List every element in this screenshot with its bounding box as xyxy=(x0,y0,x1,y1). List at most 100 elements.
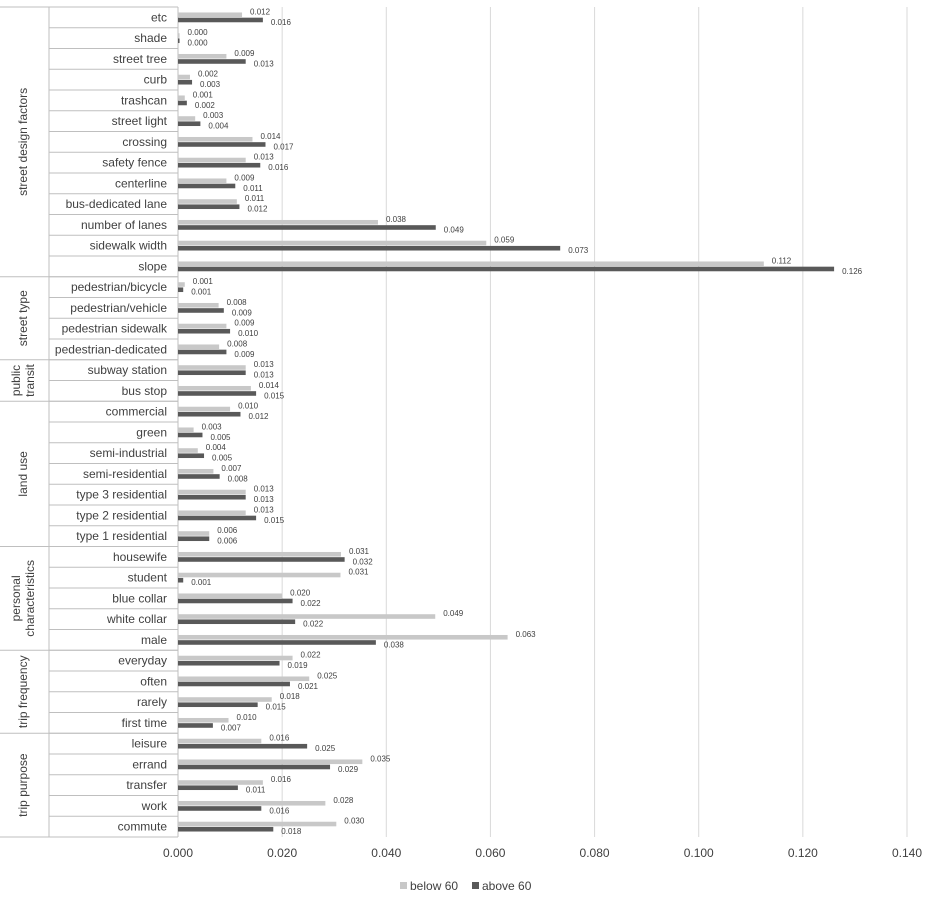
x-tick-label: 0.000 xyxy=(163,846,193,860)
category-label: type 3 residential xyxy=(76,488,167,502)
bar-above-60 xyxy=(178,287,184,293)
bar-above-60 xyxy=(178,204,240,210)
x-tick-label: 0.020 xyxy=(267,846,297,860)
data-label: 0.063 xyxy=(516,630,537,639)
bar-below-60 xyxy=(178,365,246,370)
data-label: 0.001 xyxy=(191,288,212,297)
bar-below-60 xyxy=(178,821,337,827)
data-label: 0.009 xyxy=(232,308,253,317)
data-label: 0.001 xyxy=(193,90,214,99)
data-label: 0.014 xyxy=(259,381,280,390)
bar-below-60 xyxy=(178,157,246,163)
bar-below-60 xyxy=(178,261,764,267)
data-label: 0.000 xyxy=(188,28,209,37)
bar-above-60 xyxy=(178,17,263,23)
data-label: 0.020 xyxy=(290,588,311,597)
bar-above-60 xyxy=(178,308,224,313)
legend-swatch xyxy=(472,882,479,889)
bar-below-60 xyxy=(178,406,231,412)
data-label: 0.010 xyxy=(237,713,258,722)
data-label: 0.035 xyxy=(370,754,391,763)
bar-above-60 xyxy=(178,536,210,542)
data-label: 0.002 xyxy=(195,101,216,110)
category-label: safety fence xyxy=(102,156,167,170)
data-label: 0.008 xyxy=(227,298,248,307)
bar-above-60 xyxy=(178,515,257,521)
x-tick-label: 0.060 xyxy=(475,846,505,860)
category-label: commercial xyxy=(106,405,167,419)
bar-above-60 xyxy=(178,142,266,147)
data-label: 0.013 xyxy=(254,485,275,494)
bar-above-60 xyxy=(178,806,262,811)
data-label: 0.112 xyxy=(772,256,792,265)
bar-below-60 xyxy=(178,780,263,785)
data-label: 0.006 xyxy=(217,526,238,535)
bar-below-60 xyxy=(178,427,194,433)
data-label: 0.022 xyxy=(301,599,322,608)
data-label: 0.004 xyxy=(206,443,227,452)
bar-below-60 xyxy=(178,448,198,453)
data-label: 0.010 xyxy=(238,329,259,338)
bar-above-60 xyxy=(178,79,193,85)
bar-below-60 xyxy=(178,240,487,246)
data-label: 0.010 xyxy=(238,402,259,411)
category-label: pedestrian-dedicated xyxy=(55,342,167,356)
bar-above-60 xyxy=(178,577,184,583)
category-label: crossing xyxy=(122,135,167,149)
data-labels: 0.0120.0160.0000.0000.0090.0130.0020.003… xyxy=(188,7,863,836)
bar-above-60 xyxy=(178,245,561,251)
group-label: land use xyxy=(16,451,30,497)
data-label: 0.038 xyxy=(384,640,405,649)
bar-above-60 xyxy=(178,121,201,127)
bar-below-60 xyxy=(178,74,190,80)
bar-below-60 xyxy=(178,95,185,101)
data-label: 0.028 xyxy=(333,796,354,805)
data-label: 0.014 xyxy=(260,132,281,141)
bar-below-60 xyxy=(178,717,229,723)
data-label: 0.015 xyxy=(264,516,285,525)
category-label: pedestrian/vehicle xyxy=(70,301,167,315)
bar-above-60 xyxy=(178,38,180,44)
category-label: pedestrian sidewalk xyxy=(62,322,168,336)
bar-below-60 xyxy=(178,468,214,474)
data-label: 0.009 xyxy=(234,319,255,328)
bar-below-60 xyxy=(178,614,436,619)
data-label: 0.012 xyxy=(247,205,268,214)
category-label: shade xyxy=(134,31,167,45)
bar-below-60 xyxy=(178,178,227,184)
bar-below-60 xyxy=(178,323,227,329)
category-label: commute xyxy=(118,820,168,834)
data-label: 0.009 xyxy=(234,49,255,58)
group-label: personalcharacteristics xyxy=(9,560,37,637)
category-label: errand xyxy=(132,757,167,771)
category-label: pedestrian/bicycle xyxy=(71,280,167,294)
data-label: 0.013 xyxy=(254,505,275,514)
category-label: number of lanes xyxy=(81,218,167,232)
category-label: trashcan xyxy=(121,93,167,107)
data-label: 0.009 xyxy=(234,350,255,359)
data-label: 0.073 xyxy=(568,246,589,255)
data-label: 0.005 xyxy=(210,433,231,442)
category-label: everyday xyxy=(118,654,167,668)
bar-above-60 xyxy=(178,349,227,355)
category-label: sidewalk width xyxy=(90,239,167,253)
data-label: 0.017 xyxy=(273,142,294,151)
category-label: type 2 residential xyxy=(76,508,167,522)
bar-below-60 xyxy=(178,593,283,599)
data-label: 0.013 xyxy=(254,495,275,504)
bar-above-60 xyxy=(178,494,246,500)
data-label: 0.013 xyxy=(254,371,275,380)
bar-above-60 xyxy=(178,743,308,749)
data-label: 0.059 xyxy=(494,236,515,245)
bar-below-60 xyxy=(178,344,220,350)
bar-above-60 xyxy=(178,100,187,106)
data-label: 0.025 xyxy=(317,671,338,680)
data-label: 0.011 xyxy=(243,184,263,193)
bar-below-60 xyxy=(178,572,341,578)
category-label: curb xyxy=(144,73,168,87)
category-label: leisure xyxy=(132,737,168,751)
group-label: street type xyxy=(16,290,30,346)
data-label: 0.007 xyxy=(221,723,242,732)
bar-above-60 xyxy=(178,764,331,770)
